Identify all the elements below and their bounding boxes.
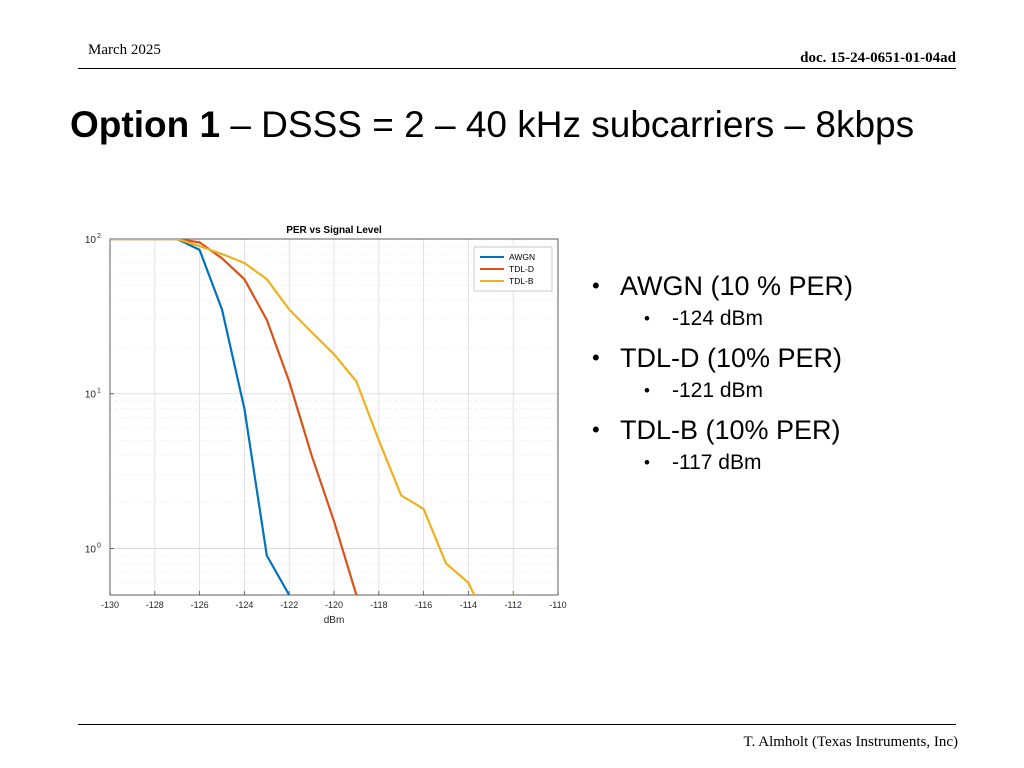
x-tick-label: -110 [549,600,566,610]
per-chart: -130 -128 -126 -124 -122 -120 -118 -116 -114 -112… [85,225,567,626]
x-tick-label: -124 [235,600,253,610]
legend-label: AWGN [509,252,535,262]
footer-rule [78,724,956,725]
slide-title: Option 1 – DSSS = 2 – 40 kHz subcarriers… [70,104,914,146]
x-tick-label: -122 [280,600,298,610]
bullet-tdl-b: TDL-B (10% PER) [590,412,980,448]
x-tick-label: -120 [325,600,343,610]
slide-title-lead: Option 1 [70,104,221,145]
series-line-tdl-b [110,239,514,595]
chart-container: -130 -128 -126 -124 -122 -120 -118 -116 -114 -112… [70,215,570,635]
x-tick-label: -126 [191,600,209,610]
slide-title-rest: – DSSS = 2 – 40 kHz subcarriers – 8kbps [220,104,915,145]
legend-label: TDL-B [509,276,534,286]
x-axis-label: dBm [324,615,345,626]
bullet-tdl-d: TDL-D (10% PER) [590,340,980,376]
y-tick-exponent: 0 [97,542,101,549]
y-tick-label: 10 [85,544,97,555]
bullet-tdl-d-value: -121 dBm [590,376,980,406]
footer-author: T. Almholt (Texas Instruments, Inc) [743,734,958,750]
x-tick-label: -118 [370,600,387,610]
chart-title: PER vs Signal Level [286,225,382,236]
series-line-tdl-d [110,239,358,595]
x-tick-label: -116 [415,600,432,610]
y-tick-exponent: 2 [97,233,101,240]
x-tick-label: -128 [146,600,164,610]
series-line-awgn [110,239,291,595]
legend-label: TDL-D [509,264,534,274]
header-doc-id: doc. 15-24-0651-01-04ad [800,50,956,66]
y-tick-exponent: 1 [97,388,101,395]
y-tick-label: 10 [85,235,97,246]
bullet-awgn: AWGN (10 % PER) [590,268,980,304]
y-tick-label: 10 [85,390,97,401]
header-rule [78,68,956,69]
header-date: March 2025 [88,42,161,58]
bullet-awgn-value: -124 dBm [590,304,980,334]
x-tick-label: -114 [460,600,477,610]
bullet-list: AWGN (10 % PER) -124 dBm TDL-D (10% PER)… [590,262,980,484]
bullet-tdl-b-value: -117 dBm [590,448,980,478]
x-tick-label: -112 [505,600,522,610]
x-tick-label: -130 [101,600,119,610]
